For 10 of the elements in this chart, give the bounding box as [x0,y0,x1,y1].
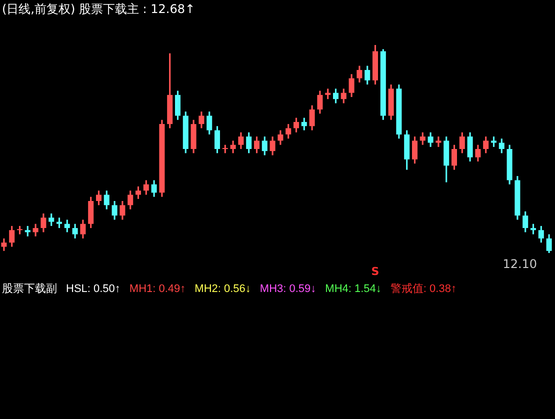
text: 股票下载副 [2,283,57,295]
text: HSL: 0.50↑ [66,283,120,295]
text: MH4: 1.54↓ [325,283,382,295]
text: MH1: 0.49↑ [129,283,186,295]
text: MH3: 0.59↓ [260,283,316,295]
text: S [371,264,380,278]
chart-title: (日线,前复权) 股票下载主 : 12.68↑ [1,1,196,18]
text: 12.10 [502,257,538,272]
text: MH2: 0.56↓ [194,283,251,295]
text: 警戒值: 0.38↑ [390,283,456,295]
